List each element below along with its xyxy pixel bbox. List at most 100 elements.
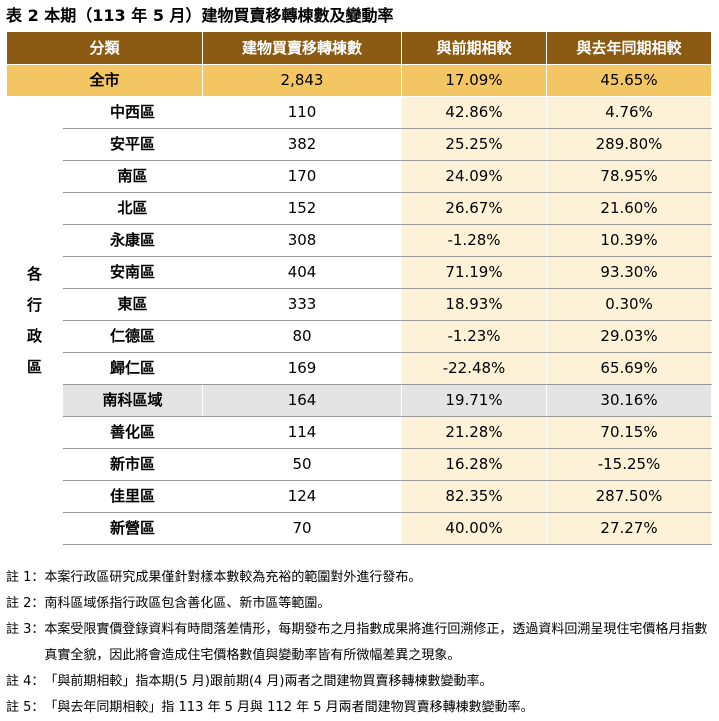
transfer-table: 分類 建物買賣移轉棟數 與前期相較 與去年同期相較 全市 2,843 17.09… [5, 31, 713, 545]
district-prev-period: -1.23% [401, 320, 548, 353]
table-row: 新市區 50 16.28% -15.25% [7, 448, 713, 481]
district-prev-period: 24.09% [401, 160, 548, 193]
note-4: 註 4： 「與前期相較」指本期(5 月)跟前期(4 月)兩者之間建物買賣移轉棟數… [6, 669, 714, 695]
district-prev-year: 30.16% [546, 384, 713, 417]
total-row: 全市 2,843 17.09% 45.65% [5, 64, 713, 97]
district-prev-period: 82.35% [401, 480, 548, 513]
district-prev-period: 25.25% [401, 128, 548, 161]
note-label: 註 4： [6, 674, 45, 689]
district-name: 新營區 [61, 512, 204, 545]
district-prev-year: 65.69% [546, 352, 713, 385]
header-prev-period: 與前期相較 [401, 31, 548, 65]
district-prev-period: 42.86% [401, 96, 548, 129]
district-count: 124 [202, 480, 403, 513]
note-text: 「與去年同期相較」指 113 年 5 月與 112 年 5 月兩者間建物買賣移轉… [44, 700, 534, 715]
district-prev-year: 70.15% [546, 416, 713, 449]
district-name: 東區 [61, 288, 204, 321]
district-name: 永康區 [61, 224, 204, 257]
note-label: 註 2： [6, 596, 45, 611]
notes: 註 1： 本案行政區研究成果僅針對樣本數較為充裕的範圍對外進行發布。 註 2： … [6, 565, 714, 721]
group-label-char: 行 [26, 295, 42, 314]
district-prev-period: -1.28% [401, 224, 548, 257]
district-name: 歸仁區 [61, 352, 204, 385]
group-label-char: 各 [26, 264, 42, 283]
header-row: 分類 建物買賣移轉棟數 與前期相較 與去年同期相較 [5, 31, 713, 65]
district-count: 114 [202, 416, 403, 449]
group-label: 各行政區 [6, 96, 63, 545]
table-row: 仁德區 80 -1.23% 29.03% [7, 320, 713, 353]
district-count: 110 [202, 96, 403, 129]
total-name: 全市 [5, 64, 204, 97]
district-prev-year: 93.30% [546, 256, 713, 289]
district-name: 中西區 [61, 96, 204, 129]
table-row: 安平區 382 25.25% 289.80% [7, 128, 713, 161]
district-prev-year: 10.39% [546, 224, 713, 257]
group-label-char: 政 [26, 326, 42, 345]
header-prev-year: 與去年同期相較 [546, 31, 713, 65]
district-name: 南科區域 [61, 384, 204, 417]
district-name: 善化區 [61, 416, 204, 449]
district-prev-year: 0.30% [546, 288, 713, 321]
district-count: 169 [202, 352, 403, 385]
total-prev-period: 17.09% [401, 64, 548, 97]
district-prev-period: 40.00% [401, 512, 548, 545]
district-prev-period: 16.28% [401, 448, 548, 481]
header-count: 建物買賣移轉棟數 [202, 31, 403, 65]
district-name: 新市區 [61, 448, 204, 481]
district-name: 佳里區 [61, 480, 204, 513]
note-text: 本案行政區研究成果僅針對樣本數較為充裕的範圍對外進行發布。 [44, 570, 422, 585]
table-row: 南科區域 164 19.71% 30.16% [7, 384, 713, 417]
district-prev-period: 26.67% [401, 192, 548, 225]
note-1: 註 1： 本案行政區研究成果僅針對樣本數較為充裕的範圍對外進行發布。 [6, 565, 714, 591]
note-label: 註 3： [6, 622, 45, 637]
district-count: 404 [202, 256, 403, 289]
district-prev-year: 29.03% [546, 320, 713, 353]
group-label-char: 區 [26, 357, 42, 376]
note-label: 註 1： [6, 570, 45, 585]
district-count: 170 [202, 160, 403, 193]
table-title: 表 2 本期（113 年 5 月）建物買賣移轉棟數及變動率 [6, 6, 394, 25]
district-count: 308 [202, 224, 403, 257]
district-count: 382 [202, 128, 403, 161]
note-2: 註 2： 南科區域係指行政區包含善化區、新市區等範圍。 [6, 591, 714, 617]
total-prev-year: 45.65% [546, 64, 713, 97]
district-prev-period: -22.48% [401, 352, 548, 385]
district-prev-year: 21.60% [546, 192, 713, 225]
table-row: 永康區 308 -1.28% 10.39% [7, 224, 713, 257]
district-prev-year: 289.80% [546, 128, 713, 161]
district-count: 80 [202, 320, 403, 353]
district-name: 安南區 [61, 256, 204, 289]
note-text: 本案受限實價登錄資料有時間落差情形，每期發布之月指數成果將進行回溯修正，透過資料… [44, 622, 708, 663]
header-category: 分類 [5, 31, 204, 65]
district-count: 70 [202, 512, 403, 545]
table-row: 北區 152 26.67% 21.60% [7, 192, 713, 225]
district-count: 50 [202, 448, 403, 481]
district-prev-period: 19.71% [401, 384, 548, 417]
table-row: 東區 333 18.93% 0.30% [7, 288, 713, 321]
table-row: 安南區 404 71.19% 93.30% [7, 256, 713, 289]
table-row: 新營區 70 40.00% 27.27% [7, 512, 713, 545]
district-prev-period: 18.93% [401, 288, 548, 321]
district-count: 333 [202, 288, 403, 321]
note-text: 南科區域係指行政區包含善化區、新市區等範圍。 [44, 596, 331, 611]
table-row: 各行政區中西區 110 42.86% 4.76% [6, 96, 713, 545]
note-3: 註 3： 本案受限實價登錄資料有時間落差情形，每期發布之月指數成果將進行回溯修正… [6, 617, 714, 669]
table-row: 南區 170 24.09% 78.95% [7, 160, 713, 193]
note-text: 「與前期相較」指本期(5 月)跟前期(4 月)兩者之間建物買賣移轉棟數變動率。 [44, 674, 493, 689]
district-prev-period: 71.19% [401, 256, 548, 289]
district-name: 北區 [61, 192, 204, 225]
district-count: 152 [202, 192, 403, 225]
district-prev-year: 78.95% [546, 160, 713, 193]
district-prev-year: 287.50% [546, 480, 713, 513]
district-prev-year: 4.76% [546, 96, 713, 129]
district-prev-year: 27.27% [546, 512, 713, 545]
district-prev-period: 21.28% [401, 416, 548, 449]
district-name: 仁德區 [61, 320, 204, 353]
total-count: 2,843 [202, 64, 403, 97]
table-row: 佳里區 124 82.35% 287.50% [7, 480, 713, 513]
district-count: 164 [202, 384, 403, 417]
district-name: 安平區 [61, 128, 204, 161]
table-row: 歸仁區 169 -22.48% 65.69% [7, 352, 713, 385]
table-row: 善化區 114 21.28% 70.15% [7, 416, 713, 449]
note-5: 註 5： 「與去年同期相較」指 113 年 5 月與 112 年 5 月兩者間建… [6, 695, 714, 721]
